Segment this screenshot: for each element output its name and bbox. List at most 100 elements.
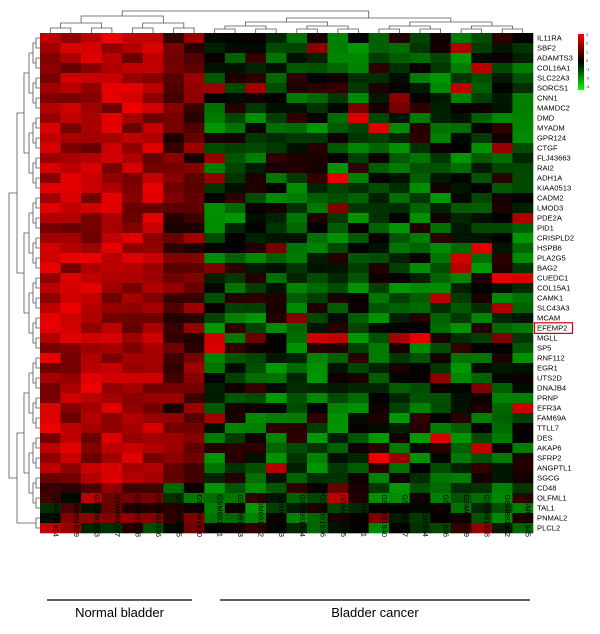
heatmap-cell (224, 223, 246, 234)
heatmap-cell (512, 363, 534, 374)
heatmap-cell (450, 363, 472, 374)
heatmap-cell (471, 523, 493, 534)
heatmap-cell (101, 403, 123, 414)
sample-label: GSM691928 (133, 494, 142, 537)
heatmap-cell (204, 263, 226, 274)
heatmap-cell (368, 143, 390, 154)
heatmap-cell (183, 193, 205, 204)
heatmap-cell (450, 233, 472, 244)
heatmap-cell (163, 213, 185, 224)
heatmap-cell (265, 333, 287, 344)
heatmap-cell (307, 183, 328, 194)
heatmap-cell (265, 53, 287, 64)
heatmap-cell (245, 83, 267, 94)
heatmap-cell (327, 443, 349, 454)
dendrogram-branch (35, 457, 40, 469)
dendrogram-branch (8, 192, 17, 479)
heatmap-cell (224, 443, 246, 454)
heatmap-cell (40, 433, 61, 444)
heatmap-cell (81, 243, 102, 254)
heatmap-cell (327, 173, 349, 184)
heatmap-cell (224, 263, 246, 274)
heatmap-cell (101, 153, 123, 164)
heatmap-cell (224, 313, 246, 324)
gene-label: CUEDC1 (537, 274, 568, 283)
heatmap-cell (368, 523, 390, 534)
heatmap-cell (265, 273, 287, 284)
heatmap-cell (245, 353, 267, 364)
heatmap-cell (265, 363, 287, 374)
heatmap-cell (101, 83, 123, 94)
heatmap-cell (245, 173, 267, 184)
heatmap-cell (163, 33, 185, 44)
heatmap-cell (512, 113, 534, 124)
heatmap-cell (450, 43, 472, 54)
heatmap-cell (142, 133, 164, 144)
heatmap-cell (183, 143, 205, 154)
heatmap-cell (430, 443, 452, 454)
heatmap-cell (491, 123, 513, 134)
gene-label: DMD (537, 114, 555, 123)
heatmap-cell (286, 473, 308, 484)
heatmap-cell (122, 33, 144, 44)
heatmap-cell (81, 133, 102, 144)
heatmap-cell (491, 383, 513, 394)
heatmap-cell (40, 193, 61, 204)
dendrogram-branch (35, 277, 40, 289)
heatmap-cell (163, 133, 185, 144)
heatmap-cell (327, 263, 349, 274)
dendrogram-branch (23, 392, 29, 474)
heatmap-cell (142, 203, 164, 214)
heatmap-cell (430, 513, 452, 524)
heatmap-cell (60, 63, 82, 74)
heatmap-cell (204, 363, 226, 374)
heatmap-cell (368, 463, 390, 474)
heatmap-cell (40, 373, 61, 384)
heatmap-cell (142, 213, 164, 224)
heatmap-cell (122, 233, 144, 244)
heatmap-cell (81, 223, 102, 234)
heatmap-cell (40, 203, 61, 214)
heatmap-cell (142, 353, 164, 364)
heatmap-cell (286, 43, 308, 54)
heatmap-cell (491, 273, 513, 284)
heatmap-cell (471, 353, 493, 364)
heatmap-cell (491, 43, 513, 54)
heatmap-cell (409, 403, 431, 414)
heatmap-cell (204, 473, 226, 484)
heatmap-cell (81, 103, 102, 114)
heatmap-cell (368, 353, 390, 364)
heatmap-cell (204, 283, 226, 294)
heatmap-cell (142, 283, 164, 294)
heatmap-cell (142, 223, 164, 234)
heatmap-cell (389, 173, 411, 184)
heatmap-cell (327, 273, 349, 284)
heatmap-cell (430, 433, 452, 444)
heatmap-cell (224, 503, 246, 514)
heatmap-cell (368, 473, 390, 484)
heatmap-cell (368, 123, 390, 134)
heatmap-cell (430, 223, 452, 234)
dendrogram-branch (35, 57, 40, 69)
heatmap-cell (430, 423, 452, 434)
heatmap-cell (327, 203, 349, 214)
dendrogram-branch (214, 28, 236, 33)
gene-label: EFEMP2 (537, 324, 567, 333)
heatmap-cell (450, 213, 472, 224)
heatmap-cell (430, 383, 452, 394)
heatmap-cell (368, 283, 390, 294)
heatmap-cell (512, 303, 534, 314)
heatmap-cell (471, 303, 493, 314)
heatmap-cell (245, 63, 267, 74)
heatmap-cell (245, 213, 267, 224)
sample-label: GSM691923 (92, 494, 101, 537)
heatmap-cell (450, 33, 472, 44)
heatmap-cell (348, 203, 369, 214)
gene-label: PID1 (537, 224, 554, 233)
heatmap-cell (60, 173, 82, 184)
heatmap-cell (163, 163, 185, 174)
heatmap-cell (348, 143, 369, 154)
heatmap-cell (122, 513, 144, 524)
